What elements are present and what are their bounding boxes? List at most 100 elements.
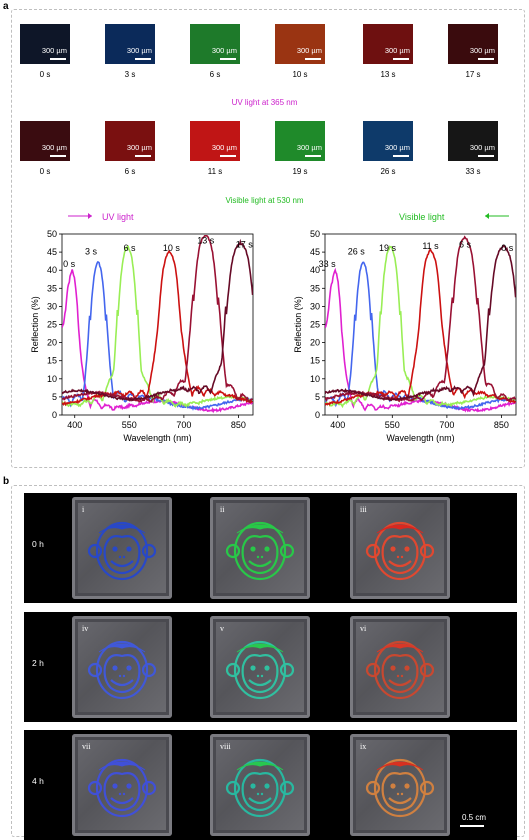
series-label: 0 s xyxy=(501,243,514,253)
y-tick-label: 20 xyxy=(47,338,57,348)
uv-caption: UV light at 365 nm xyxy=(231,98,298,107)
sample-film: iv xyxy=(72,616,172,718)
uv-micrograph-tile: 300 µm xyxy=(275,24,325,64)
sample-film: i xyxy=(72,497,172,599)
scale-bar-label: 300 µm xyxy=(126,143,152,152)
sample-film: ii xyxy=(210,497,310,599)
monkey-face-pattern xyxy=(225,640,295,700)
visible-micrograph-tile: 300 µm xyxy=(20,121,70,161)
scale-bar xyxy=(393,154,409,157)
visible-micrograph-tile: 300 µm xyxy=(190,121,240,161)
y-tick-label: 50 xyxy=(47,229,57,239)
x-axis-label: Wavelength (nm) xyxy=(123,433,191,443)
scale-bar xyxy=(135,57,151,60)
y-tick-label: 10 xyxy=(310,374,320,384)
y-tick-label: 25 xyxy=(310,320,320,330)
subpanel-label: vi xyxy=(360,624,367,633)
visible-micrograph-time-label: 33 s xyxy=(465,167,481,176)
y-tick-label: 30 xyxy=(47,301,57,311)
y-tick-label: 45 xyxy=(47,247,57,257)
uv-micrograph-time-label: 17 s xyxy=(465,70,481,79)
x-tick-label: 550 xyxy=(122,420,137,430)
subpanel-label: vii xyxy=(82,742,91,751)
series-line xyxy=(62,245,253,408)
y-tick-label: 5 xyxy=(52,392,57,402)
sample-film: ix 0.5 cm xyxy=(350,734,486,836)
series-label: 6 s xyxy=(459,239,472,249)
photo-row: 4 h vii viii ix 0.5 cm xyxy=(24,730,517,840)
x-tick-label: 850 xyxy=(494,420,509,430)
series-line xyxy=(325,245,516,409)
subpanel-label: viii xyxy=(220,742,231,751)
series-label: 0 s xyxy=(63,259,76,269)
visible-reflection-chart: 0 5 10 15 20 25 30 35 40 45 50 400 550 700 850 Waveleng… xyxy=(293,212,517,443)
visible-micrograph-tile: 300 µm xyxy=(275,121,325,161)
y-tick-label: 40 xyxy=(310,265,320,275)
monkey-face-pattern xyxy=(225,758,295,818)
series-line xyxy=(325,248,516,406)
series-line xyxy=(62,238,253,402)
light-label: Visible light xyxy=(399,212,445,222)
scale-bar-label: 300 µm xyxy=(469,46,495,55)
x-tick-label: 700 xyxy=(176,420,191,430)
y-tick-label: 50 xyxy=(310,229,320,239)
panel-a-letter: a xyxy=(3,1,9,12)
scale-bar-label: 300 µm xyxy=(211,46,237,55)
x-tick-label: 700 xyxy=(439,420,454,430)
x-tick-label: 400 xyxy=(330,420,345,430)
x-tick-label: 850 xyxy=(231,420,246,430)
visible-micrograph-time-label: 0 s xyxy=(39,167,51,176)
monkey-face-pattern xyxy=(87,521,157,581)
y-tick-label: 25 xyxy=(47,320,57,330)
sample-film: v xyxy=(210,616,310,718)
series-line xyxy=(325,244,516,402)
uv-micrograph-tile: 300 µm xyxy=(20,24,70,64)
y-tick-label: 15 xyxy=(310,356,320,366)
monkey-face-pattern xyxy=(225,521,295,581)
scale-bar-label: 300 µm xyxy=(469,143,495,152)
panel-a-frame xyxy=(11,9,525,468)
y-tick-label: 40 xyxy=(47,265,57,275)
panel-b-letter: b xyxy=(3,476,10,487)
visible-micrograph-time-label: 19 s xyxy=(292,167,308,176)
y-tick-label: 45 xyxy=(310,247,320,257)
scale-bar-label: 300 µm xyxy=(41,46,67,55)
y-axis-label: Reflection (%) xyxy=(293,296,303,353)
series-label: 19 s xyxy=(379,243,397,253)
scale-bar xyxy=(135,154,151,157)
scale-bar xyxy=(50,154,66,157)
monkey-face-pattern xyxy=(365,758,435,818)
x-tick-label: 550 xyxy=(385,420,400,430)
y-axis-label: Reflection (%) xyxy=(30,296,40,353)
time-label: 0 h xyxy=(32,539,44,549)
arrow-head-icon xyxy=(88,213,92,219)
scale-bar xyxy=(220,57,236,60)
subpanel-label: i xyxy=(82,505,85,514)
subpanel-label: ii xyxy=(220,505,225,514)
y-tick-label: 30 xyxy=(310,301,320,311)
scale-bar xyxy=(50,57,66,60)
uv-micrograph-time-label: 13 s xyxy=(380,70,396,79)
sample-film: vii xyxy=(72,734,172,836)
series-line xyxy=(325,261,516,411)
series-label: 13 s xyxy=(197,236,215,246)
y-tick-label: 35 xyxy=(47,283,57,293)
visible-micrograph-tile: 300 µm xyxy=(363,121,413,161)
scale-bar-label: 300 µm xyxy=(384,143,410,152)
scale-bar-label: 300 µm xyxy=(296,46,322,55)
scale-bar xyxy=(305,57,321,60)
time-label: 2 h xyxy=(32,658,44,668)
visible-caption: Visible light at 530 nm xyxy=(225,196,304,205)
visible-micrograph-time-label: 6 s xyxy=(124,167,136,176)
subpanel-label: iv xyxy=(82,624,89,633)
light-label: UV light xyxy=(102,212,134,222)
scale-bar xyxy=(393,57,409,60)
series-label: 26 s xyxy=(348,247,366,257)
x-tick-label: 400 xyxy=(67,420,82,430)
uv-micrograph-tile: 300 µm xyxy=(105,24,155,64)
sample-film: viii xyxy=(210,734,310,836)
series-label: 33 s xyxy=(319,259,337,269)
photo-scale-bar xyxy=(460,824,484,827)
y-tick-label: 5 xyxy=(315,392,320,402)
scale-bar xyxy=(478,154,494,157)
